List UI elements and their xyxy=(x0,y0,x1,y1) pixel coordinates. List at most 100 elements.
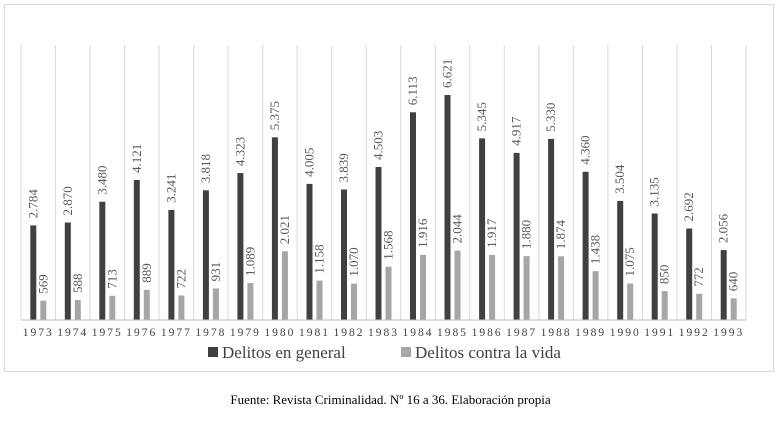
value-label-delitos-vida: 2.021 xyxy=(277,215,292,244)
bar-delitos-vida xyxy=(316,280,323,320)
x-tick-label: 1975 xyxy=(92,327,123,339)
bar-delitos-general xyxy=(686,228,693,320)
value-label-delitos-vida: 713 xyxy=(104,269,119,289)
x-tick-label: 1987 xyxy=(506,327,537,339)
bar-delitos-vida xyxy=(661,291,668,320)
bar-delitos-general xyxy=(202,190,209,320)
x-tick-label: 1983 xyxy=(368,327,399,339)
bar-delitos-vida xyxy=(627,283,634,320)
value-label-delitos-vida: 1.917 xyxy=(484,218,499,248)
value-label-delitos-general: 6.621 xyxy=(440,59,455,88)
x-tick-label: 1992 xyxy=(679,327,710,339)
bar-delitos-vida xyxy=(247,283,254,320)
legend-label-delitos-vida: Delitos contra la vida xyxy=(415,343,561,362)
value-label-delitos-general: 5.330 xyxy=(543,103,558,132)
x-axis-tick-labels: 1973 1974 1975 1976 1977 1978 1979 1980 1981 1982… xyxy=(23,327,744,339)
x-tick-label: 1985 xyxy=(437,327,468,339)
bar-delitos-general xyxy=(133,180,140,320)
x-tick-label: 1976 xyxy=(126,327,157,339)
x-tick-label: 1973 xyxy=(23,327,54,339)
bar-delitos-general xyxy=(341,189,347,320)
x-tick-label: 1981 xyxy=(299,327,330,339)
bar-delitos-general xyxy=(375,167,382,320)
bar-delitos-general xyxy=(617,200,624,320)
value-label-delitos-general: 3.504 xyxy=(612,164,627,194)
bar-delitos-general xyxy=(271,137,278,320)
value-label-delitos-vida: 1.070 xyxy=(346,247,361,276)
value-label-delitos-vida: 1.075 xyxy=(622,247,637,276)
bar-delitos-vida xyxy=(558,256,565,320)
bar-delitos-general xyxy=(99,201,106,320)
x-tick-label: 1977 xyxy=(161,327,192,339)
value-label-delitos-vida: 1.916 xyxy=(415,218,430,248)
bar-delitos-vida xyxy=(109,295,116,320)
x-tick-label: 1974 xyxy=(57,327,88,339)
grid-lines xyxy=(20,45,747,320)
bar-delitos-general xyxy=(720,250,727,320)
bars xyxy=(30,95,737,320)
value-label-delitos-general: 5.375 xyxy=(267,101,282,130)
bar-delitos-general xyxy=(306,183,313,320)
value-label-delitos-vida: 722 xyxy=(173,269,188,289)
bar-delitos-vida xyxy=(489,254,496,320)
bar-delitos-vida xyxy=(178,295,185,320)
value-label-delitos-general: 3.480 xyxy=(94,165,109,194)
value-label-delitos-vida: 772 xyxy=(691,267,706,287)
value-label-delitos-vida: 2.044 xyxy=(450,214,465,244)
bar-delitos-vida xyxy=(212,288,219,320)
value-label-delitos-general: 5.345 xyxy=(474,102,489,131)
bar-delitos-general xyxy=(513,152,520,320)
x-tick-label: 1984 xyxy=(403,327,434,339)
bar-delitos-vida xyxy=(730,298,737,320)
value-label-delitos-vida: 640 xyxy=(726,272,741,292)
value-label-delitos-general: 4.360 xyxy=(578,136,593,165)
bar-delitos-vida xyxy=(351,283,357,320)
value-label-delitos-general: 2.056 xyxy=(716,213,731,243)
bar-delitos-vida xyxy=(40,300,47,320)
bar-delitos-vida xyxy=(454,250,461,320)
x-tick-label: 1988 xyxy=(541,327,572,339)
value-label-delitos-vida: 1.874 xyxy=(553,220,568,250)
value-label-delitos-general: 2.784 xyxy=(25,189,40,219)
legend-swatch-delitos-general xyxy=(208,347,218,357)
value-label-delitos-vida: 850 xyxy=(657,265,672,285)
value-label-delitos-general: 3.818 xyxy=(198,154,213,183)
value-labels: 2.784 569 2.870 588 3.480 713 4.121 889 3.241 722… xyxy=(25,59,740,294)
bar-delitos-general xyxy=(410,112,416,320)
bar-delitos-general xyxy=(479,138,486,320)
x-tick-label: 1979 xyxy=(230,327,261,339)
bar-delitos-general xyxy=(168,209,175,320)
value-label-delitos-vida: 1.880 xyxy=(519,220,534,249)
value-label-delitos-vida: 1.438 xyxy=(588,235,603,264)
value-label-delitos-general: 2.692 xyxy=(681,192,696,221)
bar-delitos-vida xyxy=(74,300,81,320)
value-label-delitos-general: 4.917 xyxy=(509,116,524,146)
legend-swatch-delitos-vida xyxy=(401,347,411,357)
value-label-delitos-vida: 1.568 xyxy=(381,230,396,259)
bar-delitos-general xyxy=(582,171,589,320)
value-label-delitos-general: 3.839 xyxy=(336,153,351,182)
bar-delitos-general xyxy=(30,225,37,320)
bar-delitos-vida xyxy=(696,293,703,320)
x-tick-label: 1982 xyxy=(334,327,365,339)
value-label-delitos-vida: 1.089 xyxy=(242,247,257,276)
bar-delitos-general xyxy=(444,95,451,320)
value-label-delitos-general: 4.323 xyxy=(232,137,247,166)
value-label-delitos-general: 4.005 xyxy=(302,148,317,177)
x-tick-label: 1989 xyxy=(575,327,606,339)
x-tick-label: 1990 xyxy=(610,327,641,339)
value-label-delitos-vida: 889 xyxy=(139,263,154,283)
bar-delitos-vida xyxy=(143,289,150,320)
x-tick-label: 1978 xyxy=(195,327,226,339)
x-tick-label: 1993 xyxy=(713,327,744,339)
value-label-delitos-general: 4.121 xyxy=(129,144,144,173)
value-label-delitos-general: 3.135 xyxy=(647,177,662,206)
bar-chart: 2.784 569 2.870 588 3.480 713 4.121 889 3.241 722… xyxy=(20,45,747,362)
x-tick-label: 1986 xyxy=(472,327,503,339)
bar-delitos-vida xyxy=(523,256,530,320)
value-label-delitos-general: 4.503 xyxy=(371,131,386,160)
bar-delitos-vida xyxy=(592,271,599,320)
legend-label-delitos-general: Delitos en general xyxy=(222,343,346,362)
value-label-delitos-vida: 588 xyxy=(70,274,85,294)
bar-delitos-general xyxy=(64,222,71,320)
